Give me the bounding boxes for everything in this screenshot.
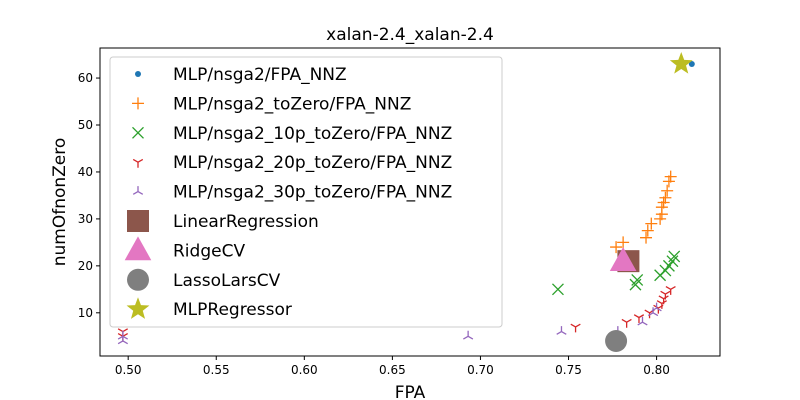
chart-title: xalan-2.4_xalan-2.4 bbox=[326, 25, 494, 45]
y-tick-label: 50 bbox=[78, 118, 93, 132]
data-point bbox=[661, 184, 674, 197]
legend-marker bbox=[135, 71, 141, 77]
legend-label: MLP/nsga2_toZero/FPA_NNZ bbox=[173, 94, 411, 114]
x-tick-label: 0.75 bbox=[555, 363, 582, 377]
data-point bbox=[117, 330, 129, 340]
data-point bbox=[669, 51, 693, 74]
legend-label: LinearRegression bbox=[173, 212, 319, 232]
y-tick-label: 60 bbox=[78, 71, 93, 85]
series-tri_down bbox=[117, 286, 676, 342]
x-axis: 0.50 0.55 0.60 0.65 0.70 0.75 0.80 bbox=[115, 356, 670, 377]
data-point bbox=[662, 175, 675, 188]
data-point bbox=[645, 217, 658, 230]
series-triangle bbox=[609, 247, 637, 271]
data-point bbox=[556, 326, 567, 335]
legend-label: MLP/nsga2/FPA_NNZ bbox=[173, 65, 347, 85]
y-axis: 10 20 30 40 50 60 bbox=[78, 71, 100, 320]
x-axis-label: FPA bbox=[395, 383, 426, 400]
legend-label: LassoLarsCV bbox=[173, 271, 281, 291]
data-point bbox=[668, 250, 681, 263]
y-tick-label: 10 bbox=[78, 306, 93, 320]
legend-marker bbox=[126, 297, 150, 319]
data-point bbox=[641, 224, 654, 237]
data-point bbox=[655, 201, 668, 214]
legend-label: RidgeCV bbox=[173, 241, 245, 261]
legend-marker bbox=[132, 158, 144, 168]
x-tick-label: 0.55 bbox=[203, 363, 230, 377]
series-plus bbox=[610, 170, 677, 254]
data-point bbox=[621, 318, 632, 328]
series-dot bbox=[688, 60, 695, 67]
legend-box bbox=[109, 56, 503, 328]
x-tick-label: 0.60 bbox=[291, 363, 318, 377]
legend-label: MLPRegressor bbox=[173, 300, 292, 320]
data-point bbox=[633, 314, 645, 323]
data-point bbox=[631, 273, 644, 286]
legend-label: MLP/nsga2_30p_toZero/FPA_NNZ bbox=[173, 183, 452, 203]
data-point bbox=[617, 236, 630, 249]
legend-label: MLP/nsga2_10p_toZero/FPA_NNZ bbox=[173, 124, 452, 144]
data-point bbox=[651, 302, 662, 312]
plot-area bbox=[117, 51, 695, 352]
x-tick-label: 0.70 bbox=[467, 363, 494, 377]
legend-marker bbox=[132, 126, 144, 139]
data-point bbox=[640, 231, 653, 244]
legend-label: MLP/nsga2_20p_toZero/FPA_NNZ bbox=[173, 153, 452, 173]
legend-marker bbox=[127, 210, 149, 232]
legend-marker bbox=[132, 186, 144, 195]
plot-frame bbox=[99, 47, 721, 357]
data-point bbox=[637, 316, 648, 326]
legend-marker bbox=[124, 236, 152, 261]
series-star bbox=[669, 51, 693, 74]
data-point bbox=[609, 247, 637, 271]
y-tick-label: 20 bbox=[78, 259, 93, 273]
data-point bbox=[688, 60, 695, 67]
legend-marker bbox=[127, 268, 149, 291]
legend-marker bbox=[132, 97, 144, 110]
x-tick-label: 0.65 bbox=[379, 363, 406, 377]
y-tick-label: 30 bbox=[78, 212, 93, 226]
data-point bbox=[610, 241, 623, 254]
series-circle bbox=[605, 329, 628, 352]
data-point bbox=[654, 212, 667, 225]
y-axis-label: numOfnonZero bbox=[50, 138, 70, 267]
legend: MLP/nsga2/FPA_NNZ MLP/nsga2_toZero/FPA_NN… bbox=[109, 56, 503, 328]
y-tick-label: 40 bbox=[78, 165, 93, 179]
data-point bbox=[665, 286, 676, 295]
data-point bbox=[551, 283, 564, 296]
data-point bbox=[657, 196, 670, 209]
series-x bbox=[551, 250, 681, 296]
data-point bbox=[664, 170, 677, 183]
x-tick-label: 0.80 bbox=[643, 363, 670, 377]
data-point bbox=[463, 330, 474, 340]
data-point bbox=[660, 290, 671, 300]
data-point bbox=[659, 191, 672, 204]
data-point bbox=[605, 329, 628, 352]
data-point bbox=[570, 323, 581, 333]
x-tick-label: 0.50 bbox=[115, 363, 142, 377]
